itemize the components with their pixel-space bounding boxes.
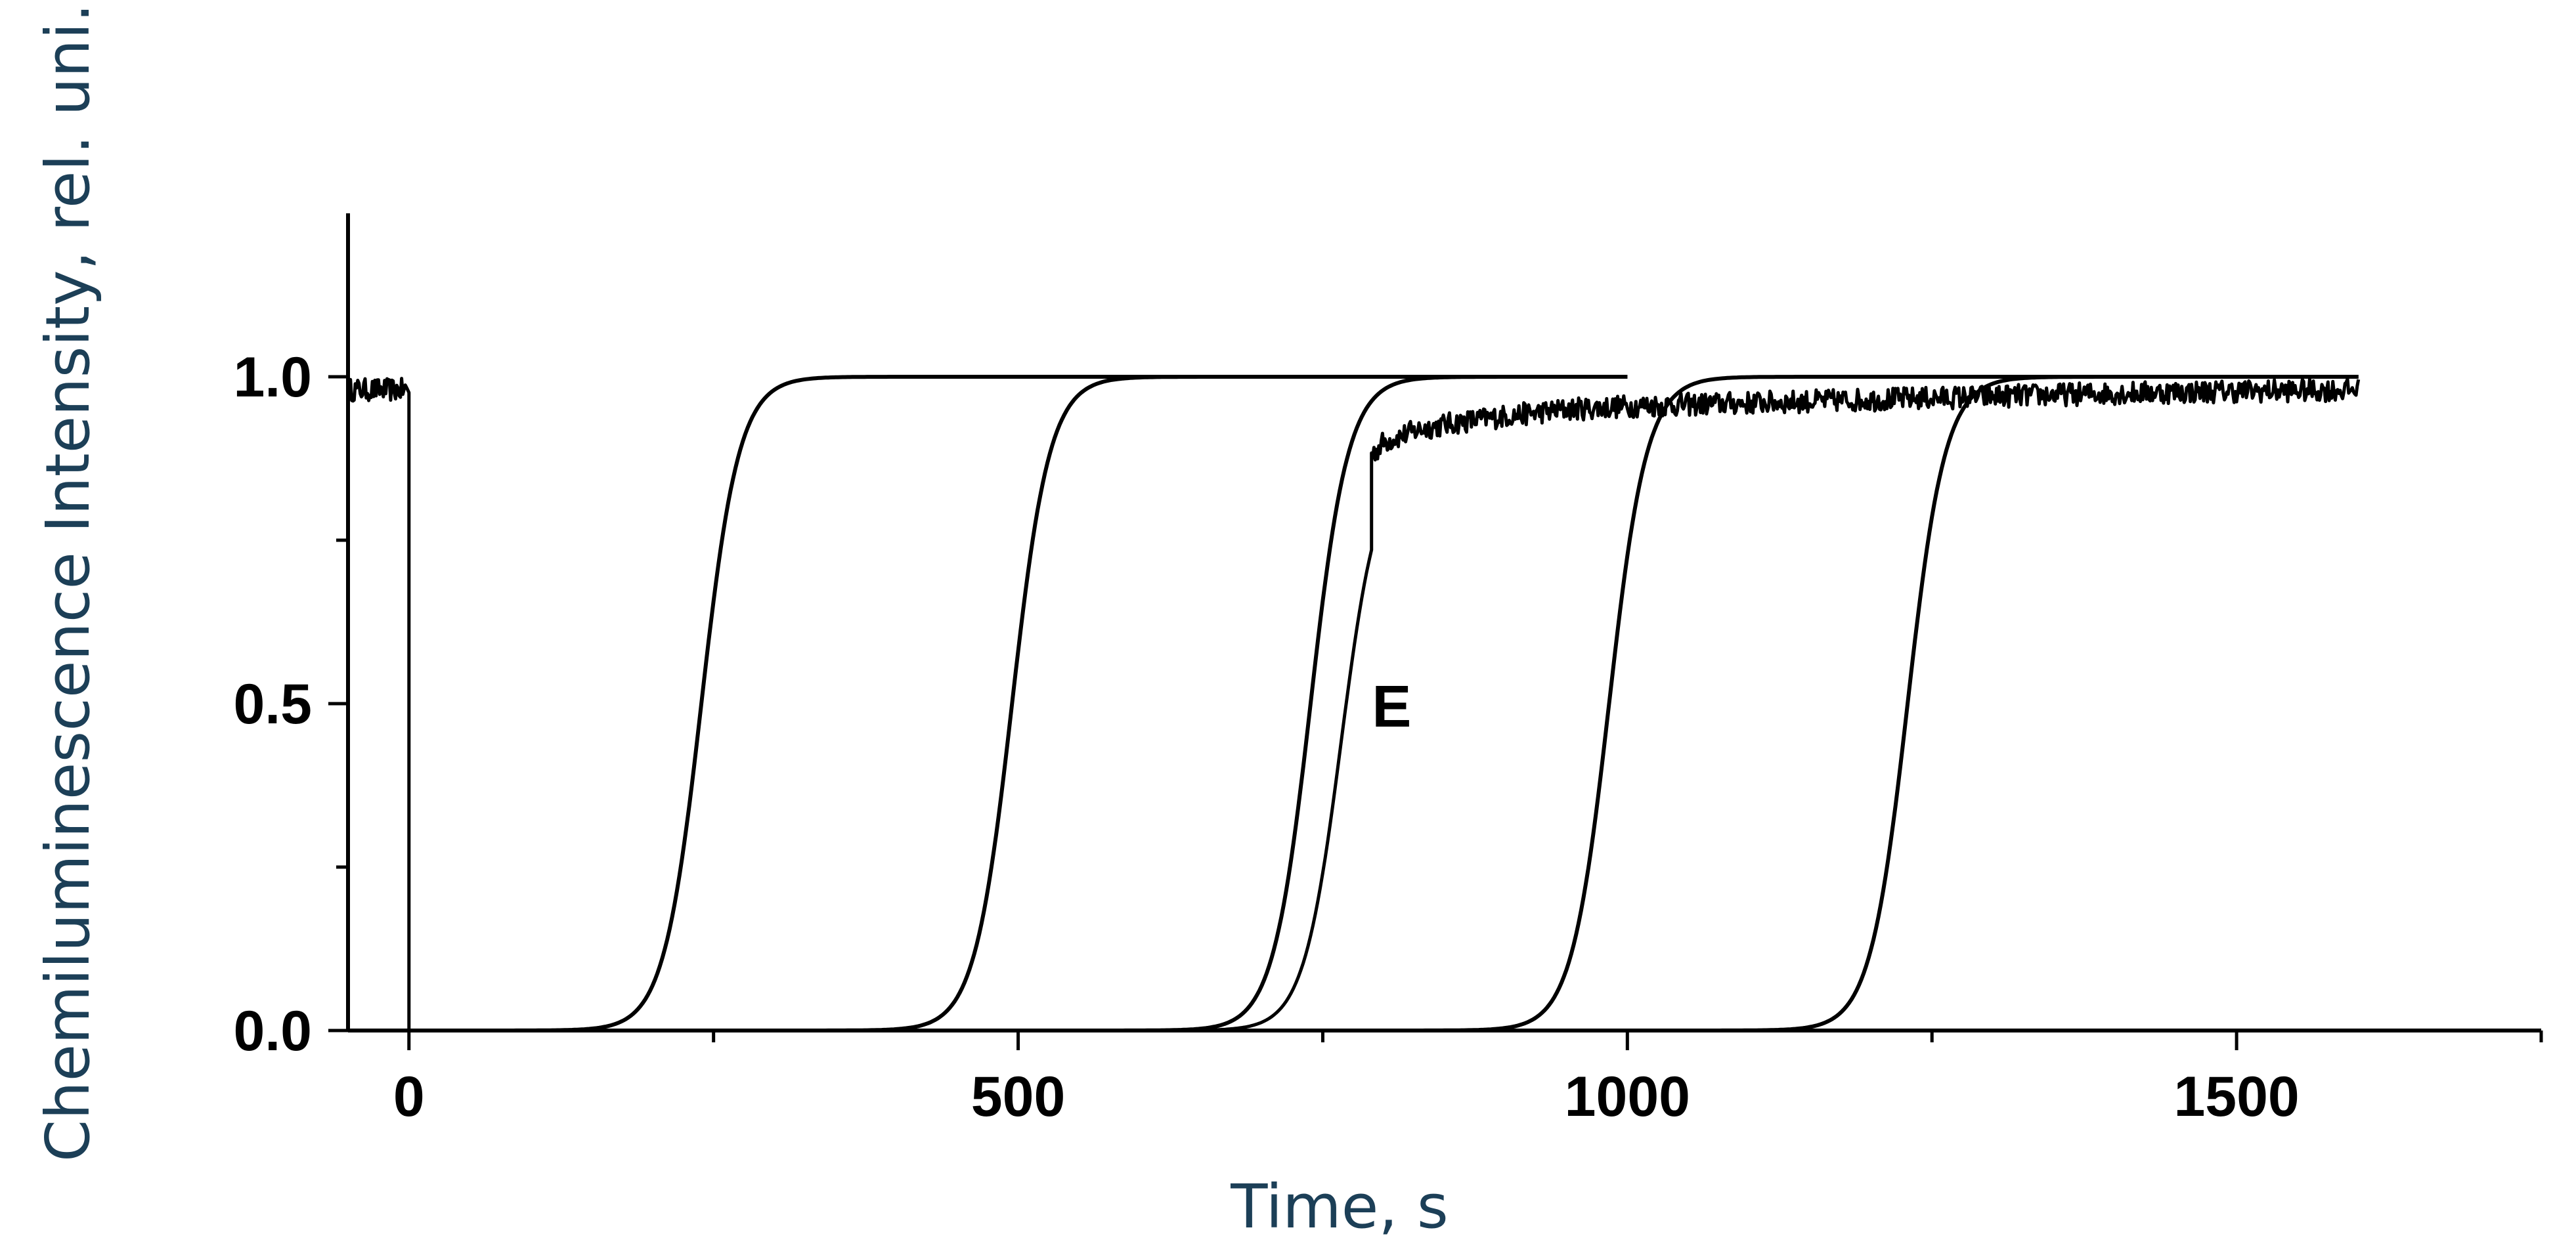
x-axis-title: Time, s (1230, 1172, 1449, 1242)
y-tick-label: 1.0 (233, 346, 312, 409)
curves (346, 375, 2361, 1032)
y-ticks: 0.0 0.5 1.0 (233, 346, 348, 1063)
series-line-2 (408, 375, 1628, 1032)
series-experimental (346, 377, 2361, 1032)
plot-area: 0 500 1000 1500 0.0 0.5 1.0 E (233, 213, 2543, 1128)
x-tick-label: 0 (393, 1065, 425, 1128)
annotations: E (1372, 674, 1411, 740)
series-line-1 (408, 375, 1628, 1032)
x-tick-label: 1500 (2173, 1065, 2299, 1128)
x-tick-label: 500 (971, 1065, 1066, 1128)
y-tick-label: 0.5 (233, 673, 312, 736)
x-ticks: 0 500 1000 1500 (393, 1031, 2543, 1128)
y-axis-title: Chemiluminescence Intensity, rel. uni. (33, 3, 103, 1162)
series-line-3 (408, 375, 1628, 1032)
y-tick-label: 0.0 (233, 1000, 312, 1063)
annotation-label: E (1372, 674, 1411, 740)
x-tick-label: 1000 (1565, 1065, 1690, 1128)
